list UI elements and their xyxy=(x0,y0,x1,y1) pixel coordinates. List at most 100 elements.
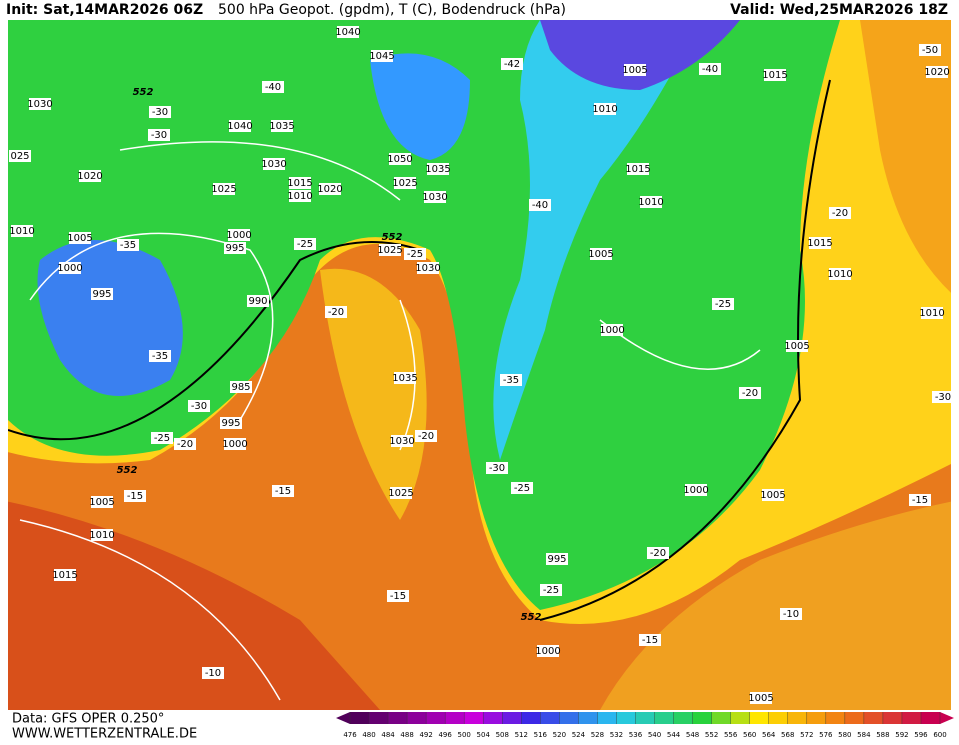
data-source: Data: GFS OPER 0.250° xyxy=(12,712,164,727)
isobar-label-box xyxy=(59,262,81,274)
colorbar-segment xyxy=(483,712,503,724)
colorbar-label: 528 xyxy=(591,731,604,739)
colorbar-segment xyxy=(920,712,941,724)
valid-time: Valid: Wed,25MAR2026 18Z xyxy=(730,2,948,18)
temperature-label: -40 xyxy=(265,82,281,93)
temperature-label: -40 xyxy=(702,64,718,75)
isobar-label-box xyxy=(762,489,784,501)
temperature-label-box xyxy=(262,81,284,93)
isobar-label: 1005 xyxy=(784,341,809,352)
colorbar-label: 520 xyxy=(553,731,566,739)
isobar-label-box xyxy=(224,242,246,254)
colorbar-segment xyxy=(502,712,522,724)
colorbar-label: 540 xyxy=(648,731,661,739)
geopotential-label: 552 xyxy=(382,232,403,243)
temperature-label: -20 xyxy=(742,388,758,399)
colorbar-segment xyxy=(426,712,446,724)
temperature-label: -20 xyxy=(418,431,434,442)
isobar-label: 1025 xyxy=(211,184,236,195)
colorbar-segment xyxy=(559,712,579,724)
isobar-label-box xyxy=(829,268,851,280)
colorbar-segment xyxy=(388,712,408,724)
temperature-label: -30 xyxy=(152,107,168,118)
colorbar-segment xyxy=(825,712,846,724)
temperature-label-box xyxy=(415,430,437,442)
colorbar-arrow-left xyxy=(336,712,350,724)
temperature-label: -30 xyxy=(935,392,951,403)
temperature-label: -25 xyxy=(514,483,530,494)
colorbar-label: 576 xyxy=(819,731,833,739)
colorbar-label: 536 xyxy=(629,731,643,739)
isobar-label-box xyxy=(371,50,393,62)
temperature-label-box xyxy=(540,584,562,596)
isobar-label: 1025 xyxy=(377,245,402,256)
temperature-label-box xyxy=(294,238,316,250)
isobar-label: 1000 xyxy=(683,485,708,496)
isobar-label: 1000 xyxy=(599,325,624,336)
isobar-label: 985 xyxy=(231,382,250,393)
isobar-label: 995 xyxy=(225,243,244,254)
temperature-label: -25 xyxy=(543,585,559,596)
red-zone xyxy=(8,501,380,710)
orange-zone xyxy=(600,501,951,710)
isobar-label-box xyxy=(54,569,76,581)
colorbar-segment xyxy=(540,712,560,724)
colorbar-label: 524 xyxy=(572,731,586,739)
isobar-label-box xyxy=(685,484,707,496)
temperature-label-box xyxy=(325,306,347,318)
blue-zone xyxy=(370,53,470,161)
colorbar-segment xyxy=(901,712,922,724)
isobar-label-box xyxy=(11,225,33,237)
temperature-label-box xyxy=(712,298,734,310)
isobar-label-box xyxy=(809,237,831,249)
colorbar-label: 476 xyxy=(343,731,357,739)
isobar-label-box xyxy=(627,163,649,175)
geopotential-label: 552 xyxy=(521,612,542,623)
isobar-label: 990 xyxy=(248,296,267,307)
isobar-label: 1030 xyxy=(422,192,447,203)
colorbar-label: 504 xyxy=(477,731,491,739)
temperature-label: -50 xyxy=(922,45,938,56)
temperature-label-box xyxy=(780,608,802,620)
colorbar-arrow-right xyxy=(940,712,954,724)
isobar-label-box xyxy=(228,229,250,241)
temperature-label: -25 xyxy=(154,433,170,444)
colorbar-label: 548 xyxy=(686,731,699,739)
colorbar-segment xyxy=(350,712,370,724)
colorbar-label: 588 xyxy=(876,731,889,739)
temperature-label-box xyxy=(501,58,523,70)
colorbar-label: 480 xyxy=(362,731,375,739)
orange-zone xyxy=(320,268,427,520)
temperature-label-box xyxy=(188,400,210,412)
isobar-label: 1050 xyxy=(387,154,412,165)
temperature-label: -20 xyxy=(177,439,193,450)
isobar-label: 1035 xyxy=(269,121,294,132)
isobar-label: 1015 xyxy=(625,164,650,175)
colorbar-label: 496 xyxy=(438,731,452,739)
isobar-label: 1000 xyxy=(57,263,82,274)
isobar-label: 1040 xyxy=(335,27,360,38)
isobar-label: 1000 xyxy=(222,439,247,450)
isobar-label-box xyxy=(289,190,311,202)
isobar-label-box xyxy=(390,487,412,499)
temperature-label-box xyxy=(500,374,522,386)
colorbar-segment xyxy=(806,712,827,724)
temperature-label-box xyxy=(529,199,551,211)
isobar-label: 1010 xyxy=(638,197,663,208)
colorbar-segment xyxy=(863,712,884,724)
isobar-label-box xyxy=(624,64,646,76)
colorbar-label: 532 xyxy=(610,731,623,739)
isobar-label-box xyxy=(391,435,413,447)
colorbar-label: 500 xyxy=(458,731,471,739)
isobar-label: 995 xyxy=(92,289,111,300)
isobar-label: 1010 xyxy=(89,530,114,541)
colorbar-segment xyxy=(407,712,427,724)
temperature-label: -35 xyxy=(152,351,168,362)
isobar-label: 1005 xyxy=(89,497,114,508)
temperature-label: -15 xyxy=(912,495,928,506)
isobar-label: 1030 xyxy=(415,263,440,274)
isobar-label: 1005 xyxy=(588,249,613,260)
isobar-label: 1010 xyxy=(919,308,944,319)
isobar-label-box xyxy=(424,191,446,203)
isobar-label: 995 xyxy=(221,418,240,429)
